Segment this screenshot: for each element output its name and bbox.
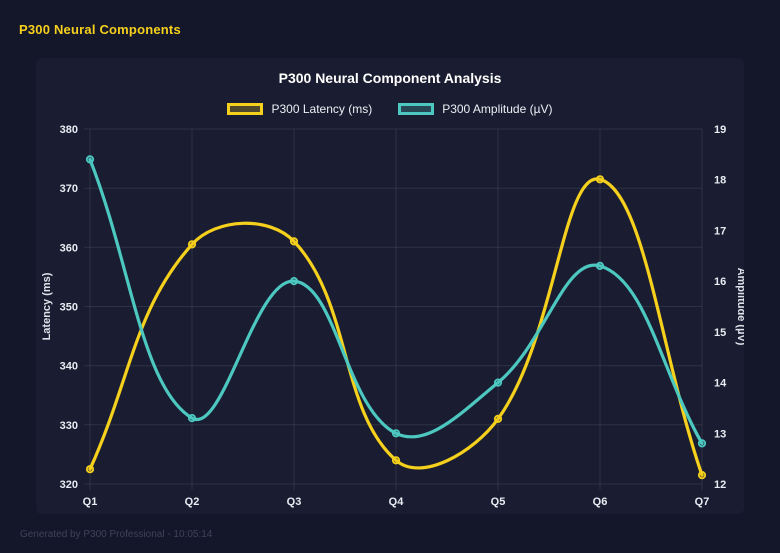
data-point-p300-amplitude-v[interactable] xyxy=(187,413,197,423)
tick-label-left: 340 xyxy=(60,361,78,373)
series-line-p300-latency-ms xyxy=(88,177,704,477)
tick-label-right: 16 xyxy=(714,276,726,288)
x-tick-label: Q4 xyxy=(389,496,405,508)
data-point-p300-latency-ms[interactable] xyxy=(493,414,503,423)
data-point-p300-latency-ms[interactable] xyxy=(697,470,707,480)
tick-label-left: 380 xyxy=(60,124,78,136)
tick-label-right: 14 xyxy=(714,378,727,390)
chart-canvas[interactable]: 380 370 360 350 340 330 320 19 18 17 16 15 14 13 12 Q1 Q… xyxy=(36,58,744,514)
tick-label-left: 330 xyxy=(60,420,78,432)
x-tick-label: Q2 xyxy=(185,496,200,508)
axis-title-left: Latency (ms) xyxy=(41,272,53,340)
data-point-p300-amplitude-v[interactable] xyxy=(595,261,605,270)
x-tick-label: Q6 xyxy=(593,496,608,508)
data-point-p300-amplitude-v[interactable] xyxy=(289,277,299,286)
chart-panel: 380 370 360 350 340 330 320 19 18 17 16 15 14 13 12 Q1 Q… xyxy=(36,58,744,514)
data-point-p300-latency-ms[interactable] xyxy=(187,240,197,249)
data-point-p300-amplitude-v[interactable] xyxy=(493,378,503,387)
data-point-p300-latency-ms[interactable] xyxy=(595,175,605,184)
x-tick-label: Q1 xyxy=(83,496,98,508)
page-title: P300 Neural Components xyxy=(19,22,181,37)
tick-label-left: 350 xyxy=(60,302,78,314)
legend-swatch-amplitude xyxy=(398,103,435,115)
tick-label-left: 360 xyxy=(60,242,78,254)
chart-title: P300 Neural Component Analysis xyxy=(278,70,502,86)
legend-item-amplitude[interactable]: P300 Amplitude (µV) xyxy=(398,102,553,116)
x-tick-label: Q5 xyxy=(491,496,506,508)
legend-item-latency[interactable]: P300 Latency (ms) xyxy=(227,102,372,116)
axis-title-right: Amplitude (µV) xyxy=(735,268,744,346)
data-point-p300-amplitude-v[interactable] xyxy=(85,155,95,164)
x-tick-label: Q3 xyxy=(287,496,302,508)
series-line-p300-amplitude-v xyxy=(88,157,704,445)
data-point-p300-latency-ms[interactable] xyxy=(289,237,299,246)
tick-label-right: 12 xyxy=(714,479,726,491)
legend-label-amplitude: P300 Amplitude (µV) xyxy=(442,102,553,116)
tick-label-right: 17 xyxy=(714,225,726,237)
tick-label-right: 13 xyxy=(714,428,726,440)
tick-label-left: 370 xyxy=(60,183,78,195)
legend-label-latency: P300 Latency (ms) xyxy=(271,102,373,116)
data-point-p300-latency-ms[interactable] xyxy=(85,465,95,474)
footer-caption: Generated by P300 Professional - 10:05:1… xyxy=(20,529,213,540)
legend-swatch-latency xyxy=(227,103,264,115)
tick-label-right: 19 xyxy=(714,124,726,136)
x-tick-label: Q7 xyxy=(695,496,710,508)
data-point-p300-amplitude-v[interactable] xyxy=(391,429,401,438)
tick-label-right: 18 xyxy=(714,175,726,187)
chart-legend: P300 Latency (ms) P300 Amplitude (µV) xyxy=(36,102,744,116)
data-point-p300-amplitude-v[interactable] xyxy=(697,439,707,448)
tick-label-left: 320 xyxy=(60,479,78,491)
tick-label-right: 15 xyxy=(714,327,726,339)
data-point-p300-latency-ms[interactable] xyxy=(391,456,401,465)
